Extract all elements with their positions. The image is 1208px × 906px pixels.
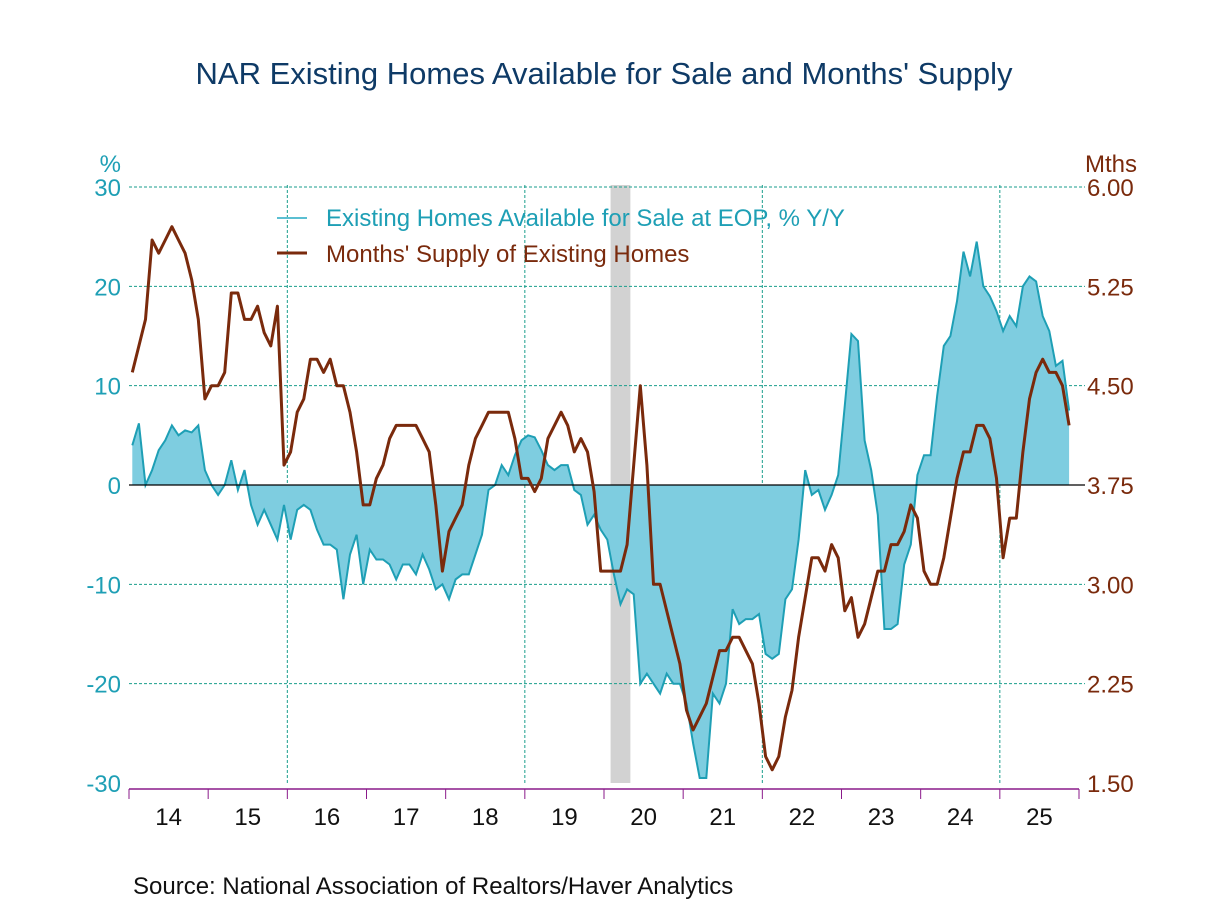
left-tick-label: -30 [86,771,121,798]
recession-shading [610,185,631,783]
legend-label-inventory: Existing Homes Available for Sale at EOP… [326,205,845,232]
left-axis-unit: % [100,151,121,178]
right-tick-label: 5.25 [1087,274,1134,301]
left-axis: 30 20 10 0 -10 -20 -30 [86,175,121,798]
x-tick-label: 14 [155,804,182,831]
right-tick-label: 2.25 [1087,672,1134,699]
x-tick-label: 23 [868,804,895,831]
months-supply-series [130,225,1071,772]
x-tick-label: 15 [234,804,261,831]
left-tick-label: 30 [94,175,121,202]
chart-title: NAR Existing Homes Available for Sale an… [196,56,1013,91]
inventory-series [131,241,1071,779]
x-tick-label: 21 [709,804,736,831]
recession-band [610,185,631,783]
x-tick-label: 20 [630,804,657,831]
legend-label-months-supply: Months' Supply of Existing Homes [326,241,689,268]
right-axis: 6.00 5.25 4.50 3.75 3.00 2.25 1.50 [1087,175,1134,798]
right-tick-label: 1.50 [1087,771,1134,798]
right-tick-label: 6.00 [1087,175,1134,202]
left-tick-label: -10 [86,572,121,599]
right-tick-label: 3.75 [1087,473,1134,500]
x-tick-label: 18 [472,804,499,831]
x-axis: 14 15 16 17 18 19 20 21 22 23 24 25 [128,788,1080,831]
x-tick-label: 24 [947,804,974,831]
left-tick-label: 0 [108,473,121,500]
x-tick-label: 17 [393,804,420,831]
left-tick-label: 10 [94,374,121,401]
x-tick-label: 22 [789,804,816,831]
right-tick-label: 4.50 [1087,374,1134,401]
left-tick-label: 20 [94,274,121,301]
x-tick-label: 25 [1026,804,1053,831]
legend: Existing Homes Available for Sale at EOP… [277,205,845,268]
x-tick-label: 19 [551,804,578,831]
right-axis-unit: Mths [1085,151,1137,178]
inventory-area-fill [132,241,1070,779]
right-tick-label: 3.00 [1087,572,1134,599]
gridlines [129,185,1085,783]
source-note: Source: National Association of Realtors… [133,873,733,900]
x-tick-label: 16 [314,804,341,831]
left-tick-label: -20 [86,672,121,699]
